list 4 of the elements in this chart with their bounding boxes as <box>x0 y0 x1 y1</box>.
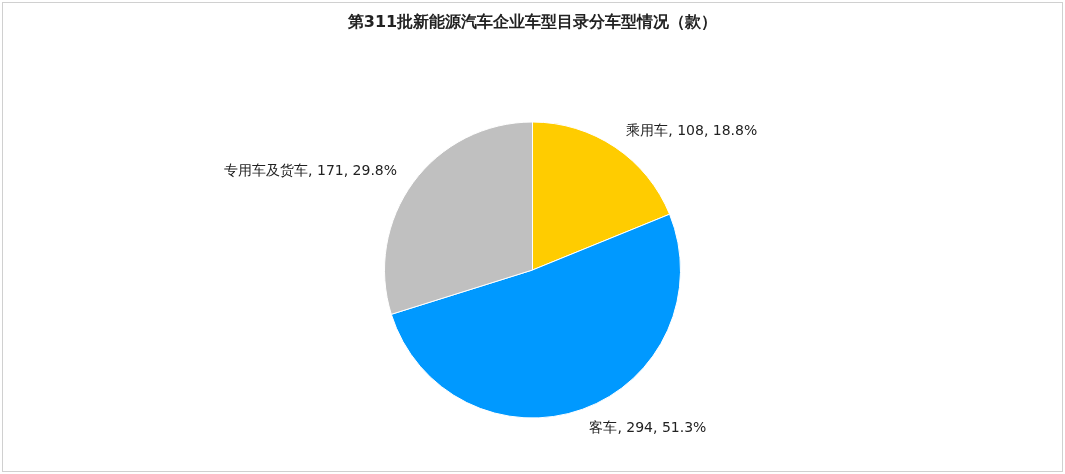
slice-label: 客车, 294, 51.3% <box>589 419 707 436</box>
slice-label: 专用车及货车, 171, 29.8% <box>224 161 398 178</box>
slice-label: 乘用车, 108, 18.8% <box>626 121 758 138</box>
chart-title: 第311批新能源汽车企业车型目录分车型情况（款） <box>346 12 718 31</box>
